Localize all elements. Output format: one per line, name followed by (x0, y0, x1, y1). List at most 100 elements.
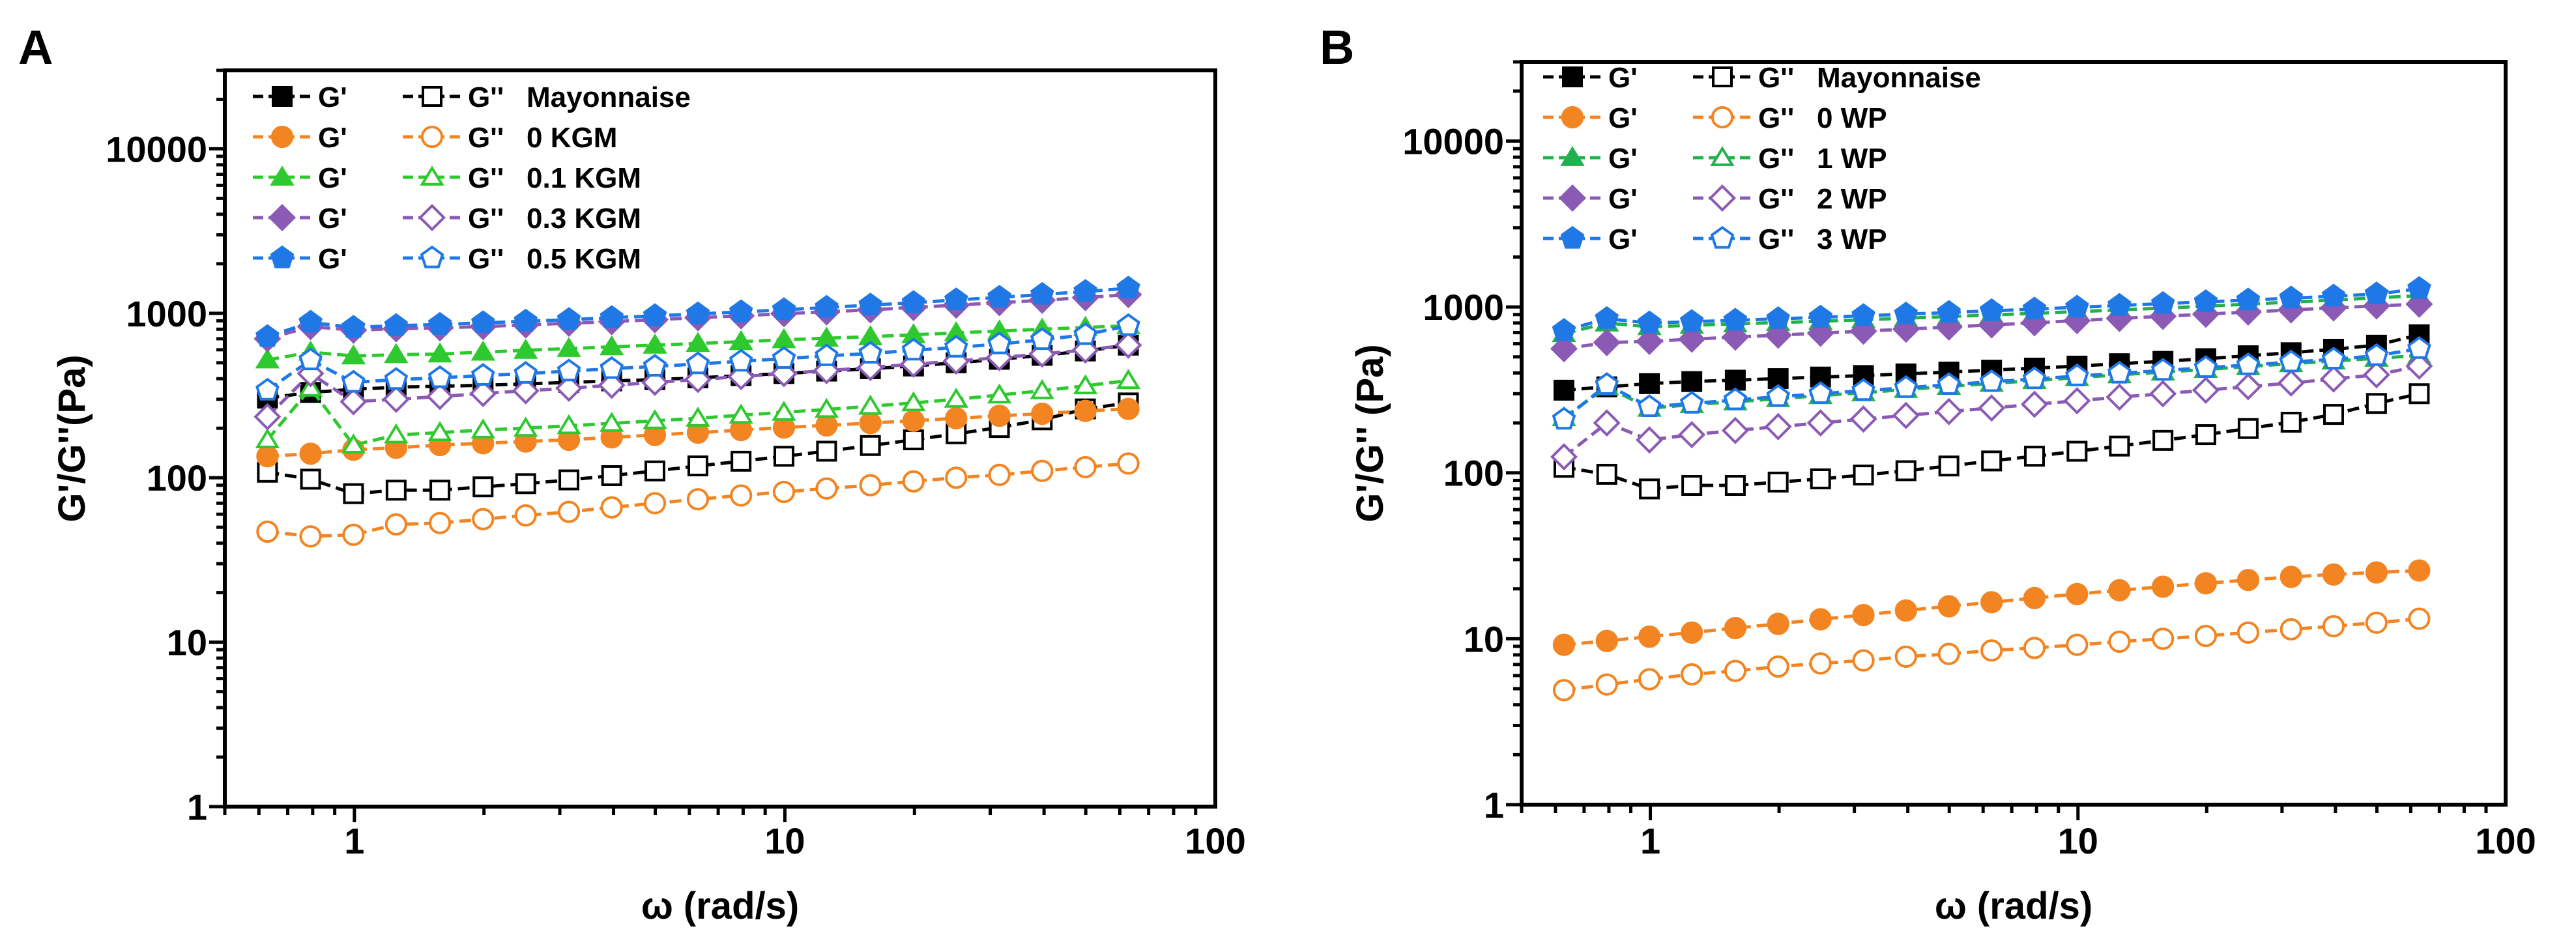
x-tick-label: 1 (344, 820, 364, 861)
legend-label-storage: G' (318, 162, 347, 194)
x-tick-label: 1 (1640, 820, 1660, 861)
legend-label-sample: 2 WP (1817, 183, 1887, 215)
data-point (514, 504, 537, 527)
data-point (1117, 397, 1140, 420)
series-2-wp-loss (1550, 352, 2433, 471)
data-point (2407, 276, 2431, 299)
data-point (772, 480, 796, 504)
panel-b-legend: G' G'' Mayonnaise G' G'' 0 WP G' G'' 1 WP G' G'' 2 … (1543, 62, 1981, 255)
data-point (1679, 309, 1704, 332)
data-point (1724, 369, 1746, 391)
data-point (686, 488, 710, 511)
legend-marker (1710, 225, 1735, 249)
data-point (1595, 372, 1619, 395)
data-point (255, 377, 280, 401)
y-tick-label: 100 (1443, 453, 1504, 494)
data-point (472, 476, 494, 498)
data-point (555, 374, 583, 402)
data-point (1849, 405, 1877, 433)
data-point (944, 387, 969, 408)
data-point (2023, 637, 2046, 659)
data-point (1723, 387, 1748, 410)
data-point (470, 340, 495, 361)
data-point (643, 354, 667, 377)
y-tick-label: 1 (1484, 784, 1504, 826)
legend-row: G' G'' 0 KGM (253, 122, 617, 154)
legend-row: G' G'' 3 WP (1543, 223, 1887, 255)
data-point (2366, 393, 2387, 414)
data-point (772, 400, 796, 421)
data-point (2108, 579, 2131, 602)
legend-marker (420, 125, 444, 149)
data-point (515, 473, 536, 495)
data-point (2192, 376, 2220, 404)
data-point (384, 343, 409, 364)
data-point (1116, 369, 1141, 389)
data-point (1074, 399, 1097, 422)
data-point (1552, 318, 1576, 341)
data-point (1031, 402, 1054, 425)
data-point (1766, 306, 1790, 329)
data-point (1810, 468, 1831, 489)
legend-row: G' G'' Mayonnaise (1543, 62, 1981, 94)
data-point (253, 403, 282, 431)
data-point (1074, 455, 1097, 479)
legend-label-storage: G' (318, 203, 347, 235)
data-point (686, 332, 710, 352)
data-point (1852, 649, 1875, 672)
data-point (384, 513, 407, 536)
legend-label-sample: 0 KGM (527, 122, 617, 154)
panel-b: B 1 10 100 1000 10000 1 10 100 ω (rad/s) G'/G''… (1320, 20, 2536, 927)
data-point (299, 525, 322, 548)
data-point (1979, 298, 2004, 321)
legend-row: G' G'' 0.3 KGM (253, 203, 641, 235)
data-point (1852, 603, 1875, 627)
data-point (2194, 624, 2218, 648)
data-point (1723, 308, 1748, 331)
legend-marker (1710, 146, 1735, 166)
series-0-kgm-storage (256, 397, 1140, 468)
legend-label-sample: 3 WP (1817, 223, 1887, 255)
legend-label-sample: 0.5 KGM (527, 243, 641, 275)
data-point (514, 338, 538, 359)
data-point (429, 480, 451, 501)
data-point (341, 344, 366, 365)
data-point (815, 294, 839, 318)
data-point (2364, 343, 2389, 366)
series-0.3-kgm-loss (253, 331, 1142, 431)
data-point (2236, 621, 2260, 644)
panel-b-x-axis-title: ω (rad/s) (1935, 885, 2092, 927)
data-point (514, 361, 538, 384)
data-point (1553, 379, 1574, 401)
data-point (1767, 612, 1789, 635)
y-tick-label: 1000 (126, 293, 207, 334)
data-point (2237, 418, 2259, 439)
legend-label-storage: G' (1608, 223, 1638, 255)
data-point (469, 379, 497, 408)
legend-marker (422, 86, 442, 107)
legend-marker (1560, 146, 1585, 166)
data-point (1724, 616, 1747, 640)
data-point (2319, 365, 2348, 393)
data-point (643, 492, 667, 515)
data-point (2405, 352, 2433, 380)
data-point (1937, 642, 1960, 665)
data-point (1593, 328, 1621, 356)
legend-label-storage: G' (318, 122, 347, 154)
legend-row: G' G'' Mayonnaise (253, 81, 691, 113)
data-point (945, 407, 968, 430)
data-point (1681, 663, 1703, 686)
data-point (2236, 569, 2260, 592)
data-point (902, 470, 925, 493)
data-point (858, 293, 882, 315)
data-point (1721, 416, 1749, 444)
legend-row: G' G'' 0.1 KGM (253, 162, 641, 194)
data-point (814, 397, 839, 418)
legend-label-loss: G'' (468, 122, 504, 154)
data-point (297, 360, 325, 388)
data-point (2364, 281, 2389, 304)
data-point (256, 445, 279, 468)
data-point (2323, 404, 2344, 425)
data-point (815, 477, 838, 500)
y-tick-label: 1 (187, 786, 207, 827)
